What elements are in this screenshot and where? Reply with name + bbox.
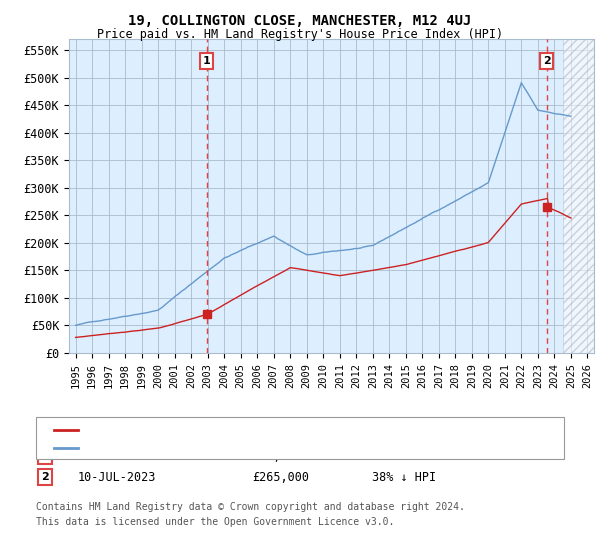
Text: 38% ↓ HPI: 38% ↓ HPI (372, 470, 436, 484)
Text: 2: 2 (543, 56, 551, 66)
Text: 19, COLLINGTON CLOSE, MANCHESTER, M12 4UJ: 19, COLLINGTON CLOSE, MANCHESTER, M12 4U… (128, 14, 472, 28)
Text: £69,950: £69,950 (252, 450, 302, 463)
Text: 19, COLLINGTON CLOSE, MANCHESTER,  M12 4UJ (detached house): 19, COLLINGTON CLOSE, MANCHESTER, M12 4U… (84, 424, 453, 435)
Text: £265,000: £265,000 (252, 470, 309, 484)
Text: 2: 2 (41, 472, 49, 482)
Text: 35% ↓ HPI: 35% ↓ HPI (372, 450, 436, 463)
Text: This data is licensed under the Open Government Licence v3.0.: This data is licensed under the Open Gov… (36, 517, 394, 527)
Text: HPI: Average price, detached house, Manchester: HPI: Average price, detached house, Manc… (84, 443, 371, 453)
Text: Price paid vs. HM Land Registry's House Price Index (HPI): Price paid vs. HM Land Registry's House … (97, 28, 503, 41)
Bar (563, 39, 600, 353)
Text: 09-DEC-2002: 09-DEC-2002 (78, 450, 157, 463)
Text: Contains HM Land Registry data © Crown copyright and database right 2024.: Contains HM Land Registry data © Crown c… (36, 502, 465, 512)
Text: 1: 1 (203, 56, 211, 66)
Text: 10-JUL-2023: 10-JUL-2023 (78, 470, 157, 484)
Text: 1: 1 (41, 451, 49, 461)
